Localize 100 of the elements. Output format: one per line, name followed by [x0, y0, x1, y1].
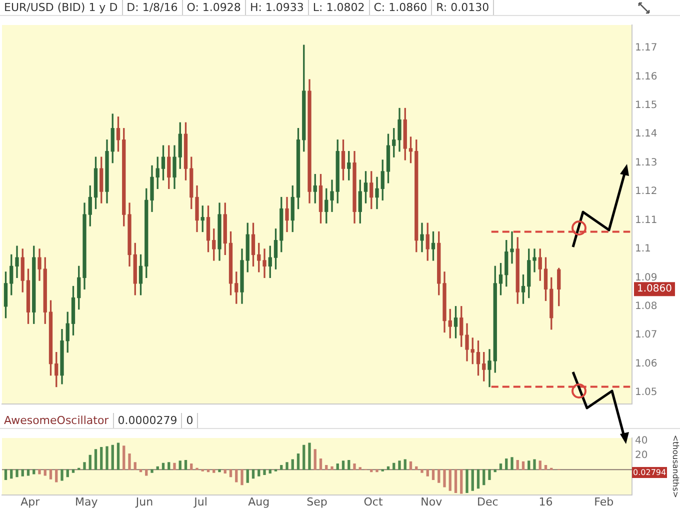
x-tick-label: Sep — [306, 495, 328, 508]
chart-title: EUR/USD (BID) 1 y D — [0, 0, 123, 15]
bar — [544, 464, 548, 470]
annotation: 1.0860 — [637, 284, 672, 295]
x-tick-label: Feb — [594, 495, 614, 508]
bar — [21, 469, 24, 476]
bar — [409, 461, 412, 470]
y-tick-label: 1.09 — [635, 272, 658, 284]
y-tick-label: 1.07 — [635, 330, 658, 341]
y-tick-label: 1.06 — [635, 358, 658, 370]
bar — [404, 459, 406, 470]
bar — [420, 469, 424, 473]
text: R: 0.0130 — [432, 0, 494, 15]
bar — [415, 466, 418, 470]
bar — [100, 447, 103, 470]
bar — [302, 444, 306, 470]
bar — [128, 453, 131, 470]
bar — [308, 442, 311, 470]
bar — [319, 458, 322, 470]
text: 0.02794 — [632, 467, 668, 478]
y-tick-label: 1.16 — [635, 71, 658, 82]
y-tick-label: 40 — [635, 435, 648, 446]
bar — [466, 469, 468, 493]
bar — [150, 469, 154, 473]
bar — [240, 469, 244, 486]
bar — [286, 462, 288, 470]
bar — [314, 449, 316, 470]
bar — [16, 469, 18, 478]
bar — [190, 464, 193, 470]
text: 0 — [182, 413, 198, 428]
bar — [134, 462, 136, 470]
y-tick-label: 1.05 — [635, 387, 658, 398]
bar — [88, 454, 92, 470]
bar — [522, 461, 525, 470]
x-tick-label: May — [75, 495, 98, 508]
bar — [162, 462, 165, 470]
x-tick-label: Jun — [134, 495, 154, 508]
bar — [482, 469, 486, 486]
bar — [448, 469, 452, 491]
bar — [516, 460, 519, 470]
bar — [72, 469, 75, 473]
bar — [60, 469, 64, 481]
bar — [173, 462, 176, 470]
y-tick-label: 1.08 — [635, 300, 658, 312]
bar — [94, 449, 98, 470]
y-tick-label: 1.13 — [635, 157, 658, 168]
bar — [454, 469, 458, 493]
bar — [263, 469, 266, 475]
bar — [358, 467, 362, 470]
bar — [392, 462, 396, 470]
bar — [499, 464, 502, 470]
bar — [291, 459, 294, 470]
x-tick-label: Apr — [20, 495, 40, 508]
text: L: 1.0802 — [308, 0, 370, 15]
y-tick-label: 1.11 — [635, 214, 658, 226]
bar — [122, 446, 126, 470]
chart-title: AwesomeOscillator — [0, 413, 114, 428]
bar — [235, 469, 238, 482]
bar — [116, 442, 120, 470]
bar — [32, 469, 36, 474]
bar — [178, 460, 182, 470]
bar — [49, 469, 52, 480]
text: 0.0000279 — [114, 413, 182, 428]
bar — [212, 469, 216, 473]
bar — [156, 466, 159, 470]
bar — [38, 469, 41, 474]
bar — [398, 460, 401, 470]
bar — [330, 466, 334, 470]
x-tick-label: 16 — [538, 495, 553, 508]
y-tick-label: 1.1 — [635, 244, 651, 255]
bar — [10, 469, 13, 479]
bar — [538, 460, 542, 470]
bar — [533, 459, 536, 470]
bar — [258, 469, 260, 476]
bar — [168, 462, 170, 470]
bar — [443, 469, 446, 488]
text: H: 1.0933 — [246, 0, 309, 15]
bar — [353, 464, 356, 470]
bar — [528, 460, 530, 470]
bar — [218, 469, 221, 472]
text: C: 1.0860 — [370, 0, 432, 15]
y-tick-label: 1.15 — [635, 100, 658, 111]
bar — [426, 469, 429, 476]
y-tick-label: 1.12 — [635, 186, 658, 198]
text: O: 1.0928 — [182, 0, 246, 15]
bar — [342, 460, 345, 470]
bar — [376, 469, 378, 472]
bar — [438, 469, 440, 483]
bar — [4, 469, 8, 480]
bar — [471, 469, 474, 491]
bar — [432, 469, 435, 480]
bar — [460, 469, 463, 494]
bar — [296, 453, 300, 470]
x-tick-label: Jul — [193, 495, 208, 508]
x-tick-label: Dec — [476, 495, 498, 508]
bar — [510, 457, 514, 470]
bar — [246, 469, 249, 483]
bar — [336, 464, 339, 470]
bar — [505, 458, 508, 470]
bar — [348, 460, 350, 470]
